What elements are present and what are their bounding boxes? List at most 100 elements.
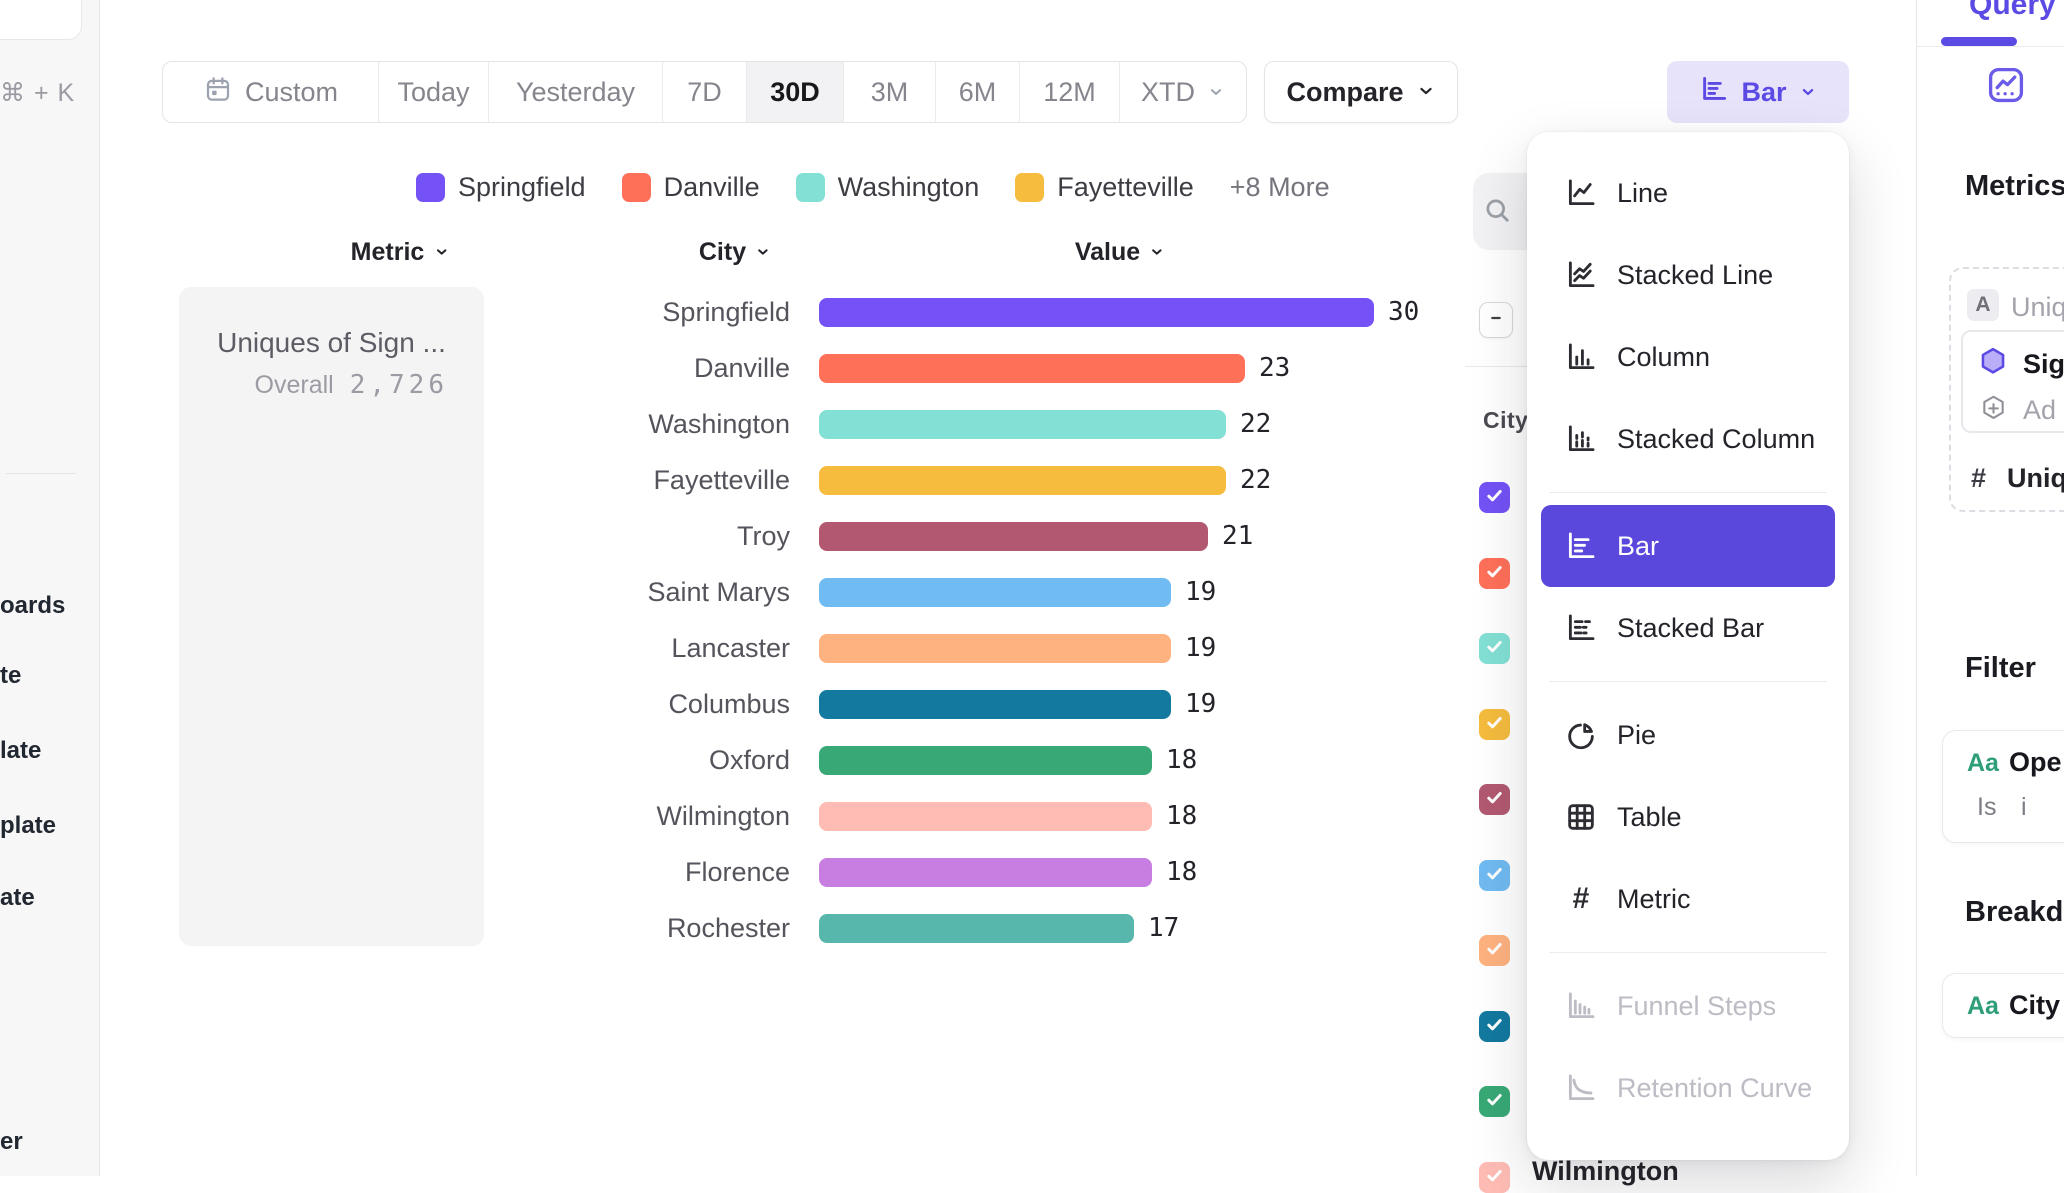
stacked-column-chart-icon <box>1564 422 1598 456</box>
table-row: Oxford 18 <box>0 732 1460 788</box>
bar-segment[interactable] <box>819 689 1171 719</box>
range-xtd[interactable]: XTD <box>1120 62 1246 122</box>
range-30d[interactable]: 30D <box>747 62 844 122</box>
menu-item-stacked-column[interactable]: Stacked Column <box>1541 398 1835 480</box>
bar-segment[interactable] <box>819 633 1171 663</box>
city-checkbox[interactable] <box>1479 482 1510 513</box>
bar-category-label: Rochester <box>666 912 790 943</box>
city-checkbox[interactable] <box>1479 860 1510 891</box>
bar-category-label: Danville <box>693 352 790 383</box>
range-today[interactable]: Today <box>379 62 489 122</box>
add-hexagon-icon[interactable] <box>1978 393 2009 429</box>
sidebar-item-fragment[interactable]: late <box>0 737 42 764</box>
table-row: Lancaster 19 <box>0 620 1460 676</box>
hash-icon: # <box>1971 463 1987 493</box>
bar-segment[interactable] <box>819 521 1208 551</box>
menu-item-line[interactable]: Line <box>1541 152 1835 234</box>
bar-segment[interactable] <box>819 465 1226 495</box>
menu-divider <box>1549 952 1827 953</box>
sidebar-item-fragment[interactable]: oards <box>0 592 66 619</box>
tab-query[interactable]: Query <box>1969 0 2056 21</box>
menu-item-retention-curve: Retention Curve <box>1541 1047 1835 1129</box>
funnel-steps-icon <box>1564 989 1598 1023</box>
bar-segment[interactable] <box>819 913 1134 943</box>
menu-item-label: Table <box>1617 801 1682 832</box>
bar-segment[interactable] <box>819 801 1152 831</box>
menu-item-stacked-bar[interactable]: Stacked Bar <box>1541 587 1835 669</box>
bar-segment[interactable] <box>819 857 1152 887</box>
chevron-down-icon <box>433 238 449 267</box>
chart-preview-icon[interactable] <box>1985 64 2027 111</box>
legend-item[interactable]: Washington <box>795 172 979 203</box>
city-checkbox[interactable] <box>1479 1011 1510 1042</box>
pie-chart-icon <box>1564 718 1598 752</box>
city-checkbox[interactable] <box>1479 1086 1510 1117</box>
check-icon <box>1484 636 1505 662</box>
property-type-icon: Aa <box>1967 749 1999 777</box>
sidebar-item-fragment[interactable]: ate <box>0 884 35 911</box>
menu-item-metric[interactable]: # Metric <box>1541 858 1835 940</box>
range-6m[interactable]: 6M <box>936 62 1020 122</box>
menu-item-stacked-line[interactable]: Stacked Line <box>1541 234 1835 316</box>
table-row: Washington 22 <box>0 396 1460 452</box>
range-label: 6M <box>958 76 997 107</box>
metric-panel[interactable]: Uniques of Sign ... Overall 2,726 <box>179 287 484 946</box>
metric-hash-icon: # <box>1572 882 1590 915</box>
range-7d[interactable]: 7D <box>663 62 747 122</box>
city-checkbox[interactable] <box>1479 558 1510 589</box>
legend-item[interactable]: Danville <box>621 172 760 203</box>
city-checkbox[interactable] <box>1479 709 1510 740</box>
table-row: Troy 21 <box>0 508 1460 564</box>
range-3m[interactable]: 3M <box>844 62 936 122</box>
range-label: 7D <box>687 76 722 107</box>
breakdown-card[interactable]: Aa City <box>1942 973 2064 1038</box>
column-header-value[interactable]: Value <box>1075 238 1165 267</box>
bar-segment[interactable] <box>819 409 1226 439</box>
compare-button[interactable]: Compare <box>1264 61 1458 123</box>
city-checkbox[interactable] <box>1479 784 1510 815</box>
menu-item-column[interactable]: Column <box>1541 316 1835 398</box>
breakdown-heading: Breakdo <box>1965 896 2064 928</box>
sidebar-item-fragment[interactable]: er <box>0 1128 23 1155</box>
city-checkbox[interactable] <box>1479 1162 1510 1193</box>
bar-segment[interactable] <box>819 297 1374 327</box>
column-header-metric[interactable]: Metric <box>351 238 450 267</box>
range-label: Today <box>397 76 470 107</box>
legend-more-label[interactable]: +8 More <box>1229 172 1330 202</box>
bar-segment[interactable] <box>819 577 1171 607</box>
table-row: Danville 23 <box>0 340 1460 396</box>
query-tabbar <box>1917 0 2064 47</box>
city-checkbox[interactable] <box>1479 935 1510 966</box>
range-yesterday[interactable]: Yesterday <box>489 62 663 122</box>
sidebar-item-fragment[interactable]: te <box>0 662 22 689</box>
chart-type-button[interactable]: Bar <box>1667 61 1849 123</box>
menu-item-pie[interactable]: Pie <box>1541 694 1835 776</box>
chart-type-label: Bar <box>1741 76 1787 107</box>
menu-item-label: Column <box>1617 341 1711 372</box>
filter-card[interactable]: Aa Ope Is i <box>1942 730 2064 843</box>
filter-operator[interactable]: Is <box>1977 793 1997 821</box>
sidebar-search-box[interactable] <box>0 0 82 40</box>
menu-item-label: Pie <box>1617 719 1657 750</box>
minus-icon <box>1486 308 1506 333</box>
legend-item[interactable]: Fayetteville <box>1015 172 1194 203</box>
menu-item-table[interactable]: Table <box>1541 776 1835 858</box>
event-card[interactable]: Sig Ad <box>1961 330 2064 433</box>
bar-segment[interactable] <box>819 745 1152 775</box>
range-custom[interactable]: Custom <box>163 62 379 122</box>
table-row: Wilmington 18 <box>0 788 1460 844</box>
city-list-header: City <box>1483 407 1529 433</box>
legend-item[interactable]: Springfield <box>416 172 586 203</box>
filter-value[interactable]: i <box>2021 793 2027 821</box>
sidebar-item-fragment[interactable]: plate <box>0 812 57 839</box>
menu-item-bar[interactable]: Bar <box>1541 505 1835 587</box>
event-hexagon-icon <box>1976 345 2010 384</box>
legend-swatch <box>795 173 825 202</box>
check-icon <box>1484 1165 1505 1191</box>
range-12m[interactable]: 12M <box>1020 62 1120 122</box>
city-checkbox[interactable] <box>1479 633 1510 664</box>
column-header-city[interactable]: City <box>699 238 771 267</box>
bar-segment[interactable] <box>819 353 1245 383</box>
measure-label[interactable]: Uniqu <box>2007 463 2064 493</box>
collapse-button[interactable] <box>1479 302 1513 338</box>
